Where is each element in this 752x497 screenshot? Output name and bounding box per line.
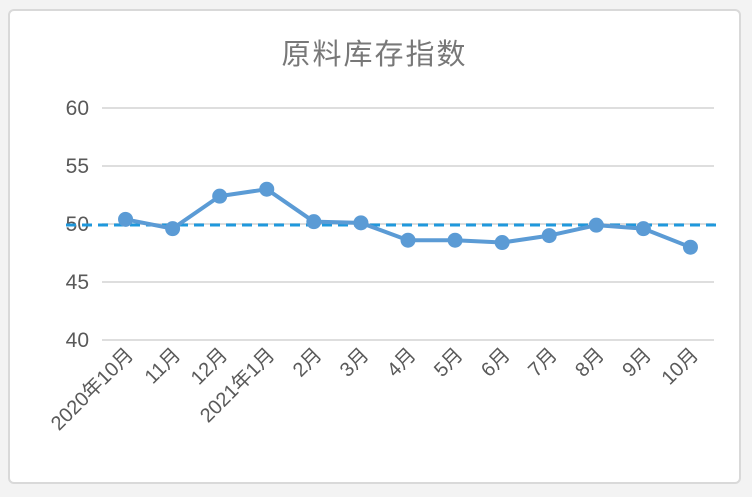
data-point-marker [682,239,698,255]
data-point-marker [588,217,604,233]
data-point-marker [494,235,510,251]
data-point-marker [165,221,181,237]
chart-card: 原料库存指数 60 55 50 45 40 2020年10月 11月 12月 2021年1月 2月… [8,9,741,484]
y-axis-tick-label: 50 [66,213,89,236]
y-axis-tick-label: 60 [66,97,89,120]
data-point-marker [635,221,651,237]
chart-title: 原料库存指数 [281,39,468,71]
x-axis-tick-label: 11月 [141,344,185,388]
x-axis-tick-label: 3月 [336,344,374,382]
x-axis-tick-label: 4月 [383,344,421,382]
x-axis-tick-label: 6月 [477,344,515,382]
data-point-marker [259,181,275,197]
y-axis-tick-label: 45 [66,271,89,294]
x-axis-tick-label: 2020年10月 [46,343,138,435]
y-axis-tick-label: 55 [66,155,89,178]
data-point-marker [306,214,322,230]
data-point-marker [212,188,228,204]
y-axis-tick-label: 40 [66,329,89,352]
data-point-marker [353,215,369,231]
x-axis-tick-label: 2月 [289,344,327,382]
x-axis-tick-label: 7月 [524,344,562,382]
data-point-marker [447,232,463,248]
x-axis-tick-label: 5月 [430,344,468,382]
x-axis-tick-label: 8月 [571,344,609,382]
x-axis-tick-label: 10月 [658,344,703,389]
x-axis-tick-label: 9月 [618,344,656,382]
data-point-marker [541,228,557,244]
data-point-marker [400,232,416,248]
data-point-marker [118,211,134,227]
